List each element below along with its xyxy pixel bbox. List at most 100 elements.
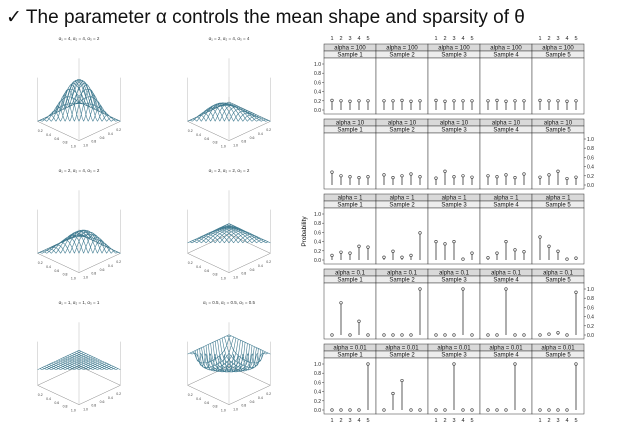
slide-title: ✓ The parameter α controls the mean shape… [6, 6, 525, 29]
surface-tick-label: 0.8 [241, 404, 246, 408]
stem-point [443, 99, 447, 103]
strip-alpha-label: alpha = 1 [442, 196, 468, 202]
strip-alpha-label: alpha = 100 [386, 46, 418, 52]
stem-point [522, 172, 526, 176]
stem-point [547, 332, 551, 336]
surface-caption: α₁ = 0.5, α₂ = 0.5, α₃ = 0.5 [202, 300, 256, 305]
surface-panel-6: α₁ = 0.5, α₂ = 0.5, α₃ = 0.5 0.2 0.2 0.4 0.… [154, 300, 304, 428]
strip-sample-label: Sample 4 [493, 53, 519, 59]
y-tick-label: 0.4 [314, 240, 321, 246]
stem-point [366, 245, 370, 249]
stem-point [443, 242, 447, 246]
panel-frame [323, 357, 377, 415]
strip-alpha-label: alpha = 0.1 [439, 271, 470, 277]
stem-point [513, 362, 517, 366]
stem-point [513, 99, 517, 103]
x-tick-label-top: 2 [443, 36, 446, 42]
stem-point [452, 362, 456, 366]
x-tick-label-top: 4 [357, 36, 360, 42]
surface-tick-label: 0.8 [241, 140, 246, 144]
x-tick-label-top: 3 [348, 36, 351, 42]
panel-frame [427, 282, 481, 340]
y-tick-label: 0.2 [314, 249, 321, 255]
surface-plot: 0.2 0.20.4 0.40.6 0.60.8 0.81.0 1.0 [187, 58, 271, 149]
strip-alpha-label: alpha = 100 [334, 46, 366, 52]
surface-caption: α₁ = 2, α₂ = 4, α₃ = 4 [208, 36, 250, 41]
stem-point [357, 244, 361, 248]
stem-point [339, 174, 343, 178]
strip-alpha-label: alpha = 0.01 [333, 346, 367, 352]
surface-tick-label: 1.0 [83, 276, 88, 280]
strip-sample-label: Sample 3 [441, 203, 467, 209]
dirichlet-surface-grid: α₁ = 4, α₂ = 4, α₃ = 2 0.2 0.2 0.4 0.4 0.6 0.… [4, 36, 304, 421]
lattice-stem-plot: 1 2 3 4 5 1 2 3 4 5 1 2 3 4 5 alpha = 100 Sample 1 alpha … [300, 30, 620, 430]
stem-point [495, 408, 499, 412]
y-tick-label: 0.6 [587, 155, 594, 161]
x-tick-label: 5 [366, 418, 369, 424]
y-tick-label: 0.0 [587, 333, 594, 339]
x-tick-label: 3 [556, 418, 559, 424]
strip-alpha-label: alpha = 0.1 [335, 271, 366, 277]
surface-plot: 0.2 0.20.4 0.40.6 0.60.8 0.81.0 1.0 [37, 190, 121, 281]
stem-point [452, 240, 456, 244]
stem-point [391, 391, 395, 396]
surface-tick-label: 0.2 [266, 260, 271, 264]
strip-sample-label: Sample 4 [493, 353, 519, 359]
strip-alpha-label: alpha = 100 [542, 46, 574, 52]
stem-point [547, 173, 551, 177]
stem-point [452, 175, 456, 179]
stem-point [400, 174, 404, 178]
x-tick-label-top: 2 [339, 36, 342, 42]
stem-point [434, 176, 438, 180]
strip-alpha-label: alpha = 10 [336, 121, 365, 127]
surface-base-box [187, 233, 271, 273]
surface-caption: α₁ = 1, α₂ = 1, α₃ = 1 [58, 300, 100, 305]
stem-point [565, 333, 569, 337]
surface-panel-3: α₁ = 2, α₂ = 4, α₃ = 2 0.2 0.2 0.4 0.4 0.6 0.… [4, 168, 154, 296]
strip-alpha-label: alpha = 100 [438, 46, 470, 52]
stem-point [382, 333, 386, 337]
stem-point [330, 253, 334, 257]
surface-tick-label: 0.2 [116, 260, 121, 264]
surface-tick-label: 0.4 [196, 265, 201, 269]
y-tick-label: 0.2 [314, 99, 321, 105]
stem-point [409, 408, 413, 412]
stem-point [330, 333, 334, 337]
surface-base-box [187, 365, 271, 405]
stem-point [418, 287, 422, 291]
stem-point [339, 301, 343, 305]
stem-point [339, 408, 343, 412]
surface-caption: α₁ = 2, α₂ = 2, α₃ = 2 [208, 168, 250, 173]
surface-tick-label: 0.2 [266, 392, 271, 396]
y-tick-label: 0.2 [314, 399, 321, 405]
y-tick-label: 0.0 [314, 408, 321, 414]
strip-alpha-label: alpha = 0.1 [491, 271, 522, 277]
x-tick-label: 1 [538, 418, 541, 424]
stem-point [574, 175, 578, 179]
strip-sample-label: Sample 3 [441, 353, 467, 359]
surface-tick-label: 0.2 [188, 393, 193, 397]
stem-point [418, 231, 422, 235]
stem-point [443, 408, 447, 412]
surface-mesh [37, 79, 121, 122]
stem-point [391, 333, 395, 337]
stem-point [486, 99, 490, 103]
surface-tick-label: 0.6 [250, 400, 255, 404]
strip-alpha-label: alpha = 1 [494, 196, 520, 202]
stem-point [391, 176, 395, 180]
y-tick-label: 1.0 [314, 62, 321, 68]
stem-point [522, 250, 526, 254]
stem-point [330, 98, 334, 102]
y-tick-label: 0.0 [314, 258, 321, 264]
x-tick-label: 2 [443, 418, 446, 424]
y-tick-label: 0.4 [587, 165, 594, 171]
surface-tick-label: 0.6 [100, 268, 105, 272]
stem-point [348, 251, 352, 255]
surface-caption: α₁ = 4, α₂ = 4, α₃ = 2 [58, 36, 100, 41]
surface-tick-label: 0.8 [241, 272, 246, 276]
stem-point [339, 250, 343, 254]
stem-point [418, 408, 422, 412]
strip-sample-label: Sample 5 [545, 278, 571, 284]
stem-point [565, 257, 569, 261]
stem-point [409, 333, 413, 337]
